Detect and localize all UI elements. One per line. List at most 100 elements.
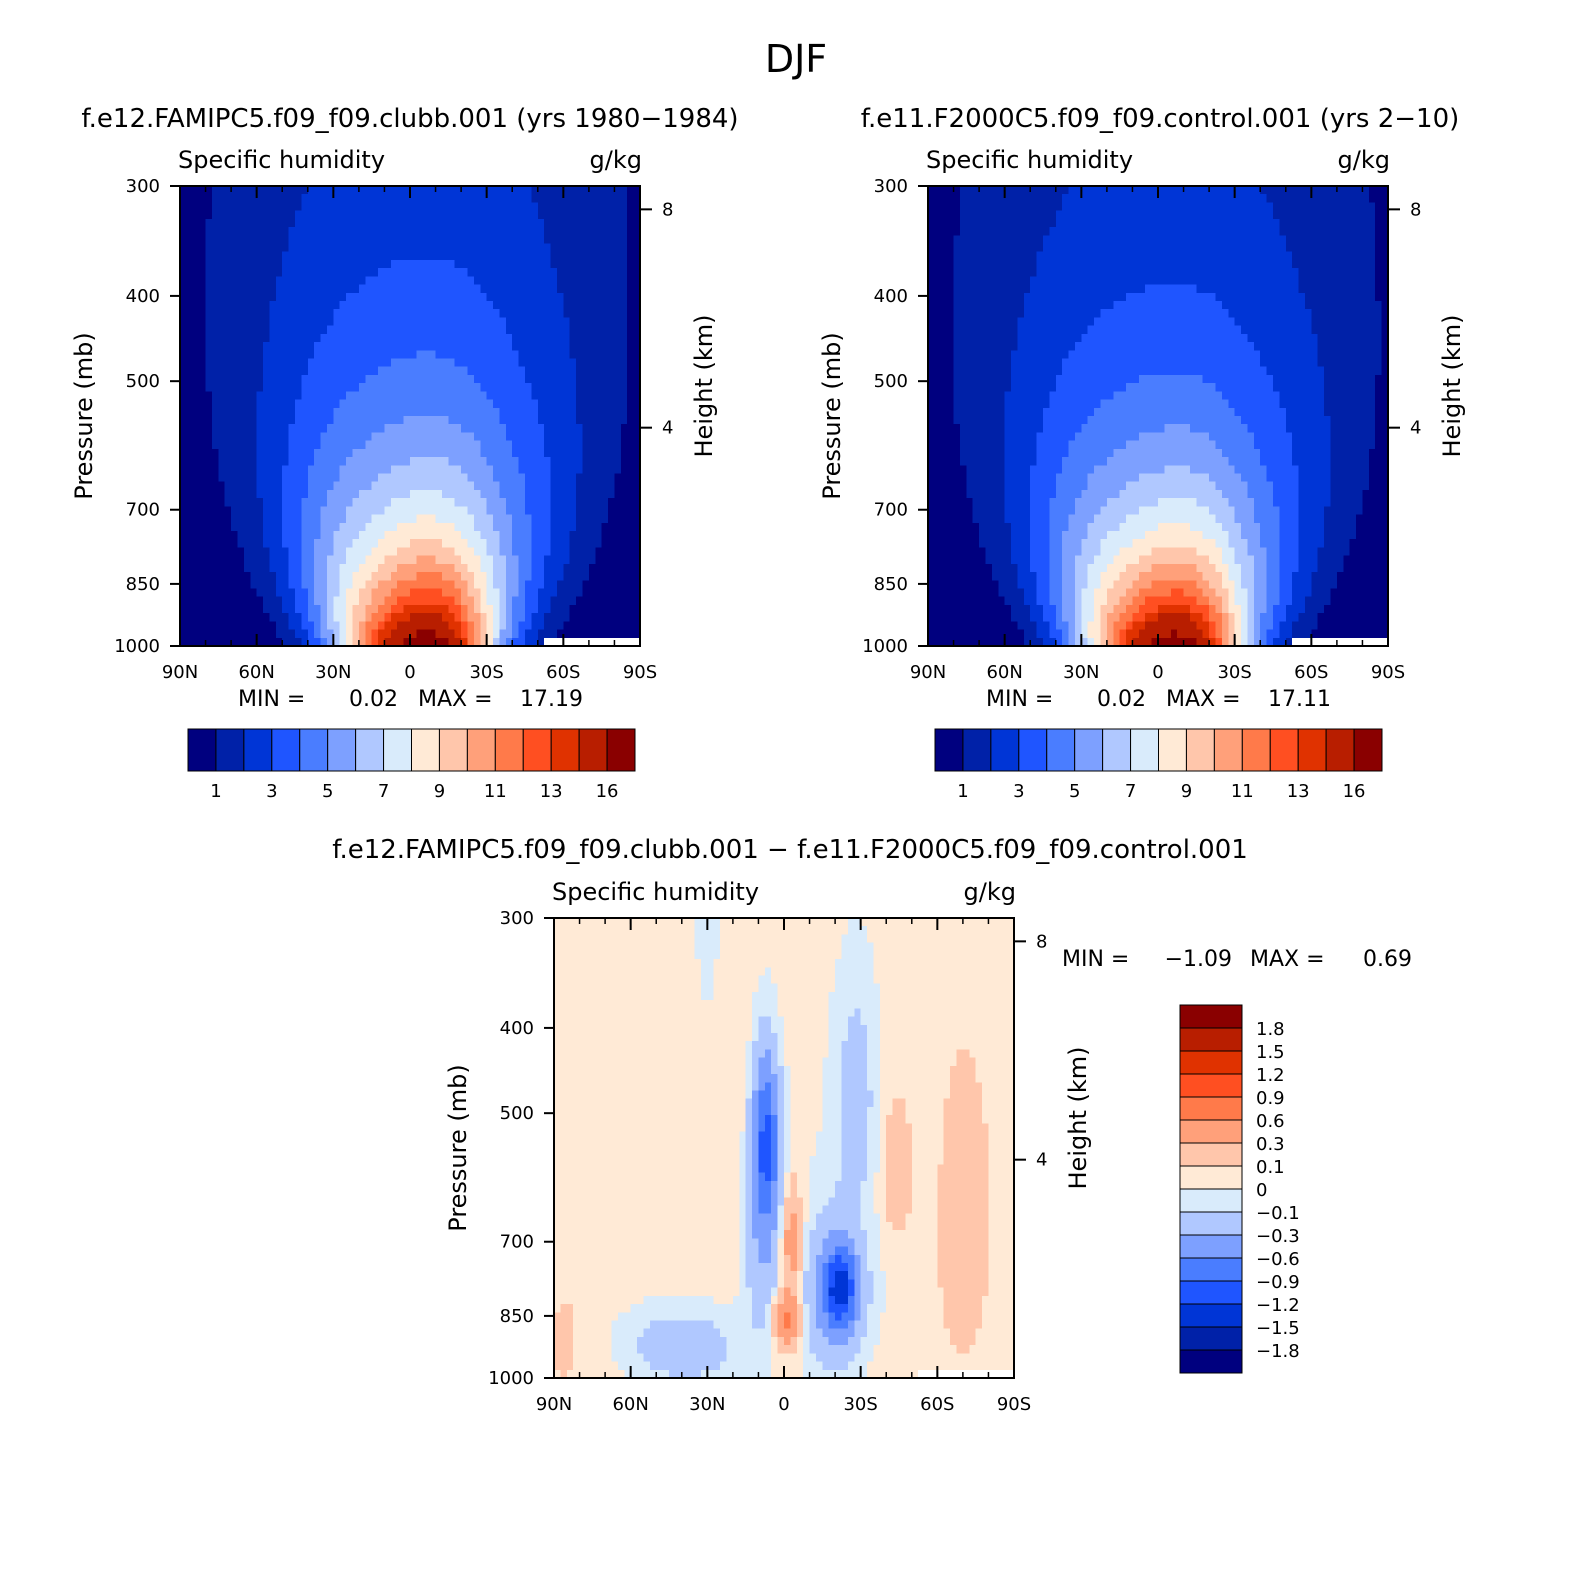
field-cell bbox=[186, 317, 194, 327]
field-cell bbox=[326, 522, 334, 532]
field-cell bbox=[275, 342, 283, 351]
field-cell bbox=[403, 506, 411, 516]
field-cell bbox=[1177, 218, 1185, 228]
field-cell bbox=[569, 424, 577, 434]
field-cell bbox=[480, 243, 488, 253]
field-cell bbox=[550, 333, 558, 343]
field-cell bbox=[371, 407, 379, 417]
field-cell bbox=[263, 580, 271, 590]
field-cell bbox=[441, 186, 449, 195]
field-cell bbox=[512, 259, 520, 269]
field-cell bbox=[486, 268, 494, 277]
field-cell bbox=[461, 588, 469, 598]
field-cell bbox=[346, 383, 354, 392]
field-cell bbox=[384, 580, 392, 590]
field-cell bbox=[243, 572, 251, 581]
field-cell bbox=[263, 531, 271, 540]
field-cell bbox=[1241, 251, 1249, 261]
field-cell bbox=[243, 399, 251, 409]
field-cell bbox=[263, 235, 271, 245]
field-cell bbox=[953, 259, 961, 269]
field-cell bbox=[473, 572, 481, 581]
field-cell bbox=[237, 292, 245, 302]
field-cell bbox=[186, 374, 194, 384]
field-cell bbox=[1074, 202, 1082, 212]
field-cell bbox=[595, 407, 603, 417]
field-cell bbox=[454, 227, 462, 236]
field-cell bbox=[518, 374, 526, 384]
field-cell bbox=[422, 227, 430, 236]
field-cell bbox=[633, 457, 641, 466]
field-cell bbox=[499, 284, 507, 294]
field-cell bbox=[1164, 251, 1172, 261]
field-cell bbox=[205, 563, 213, 573]
field-cell bbox=[633, 555, 641, 565]
field-cell bbox=[1177, 186, 1185, 195]
field-cell bbox=[269, 342, 277, 351]
field-cell bbox=[301, 276, 309, 286]
field-cell bbox=[346, 448, 354, 458]
field-cell bbox=[608, 596, 616, 606]
field-cell bbox=[595, 243, 603, 253]
field-cell bbox=[307, 391, 315, 401]
field-cell bbox=[269, 374, 277, 384]
field-cell bbox=[940, 268, 948, 277]
field-cell bbox=[275, 333, 283, 343]
field-cell bbox=[358, 506, 366, 516]
field-cell bbox=[295, 342, 302, 351]
field-cell bbox=[633, 333, 641, 343]
field-cell bbox=[563, 514, 571, 524]
field-cell bbox=[237, 604, 245, 614]
field-cell bbox=[934, 218, 942, 228]
x-tick-label: 60N bbox=[238, 662, 274, 683]
field-cell bbox=[205, 621, 213, 631]
field-cell bbox=[544, 416, 552, 425]
field-cell bbox=[1279, 268, 1287, 277]
field-cell bbox=[467, 317, 475, 327]
field-cell bbox=[346, 218, 354, 228]
field-cell bbox=[275, 432, 283, 442]
field-cell bbox=[525, 399, 532, 409]
field-cell bbox=[192, 342, 200, 351]
field-cell bbox=[544, 284, 552, 294]
field-cell bbox=[512, 333, 520, 343]
field-cell bbox=[588, 637, 596, 647]
field-cell bbox=[371, 301, 379, 310]
field-cell bbox=[314, 555, 322, 565]
field-cell bbox=[441, 637, 449, 647]
field-cell bbox=[1011, 276, 1019, 286]
field-cell bbox=[595, 383, 603, 392]
field-cell bbox=[576, 194, 584, 204]
field-cell bbox=[269, 563, 277, 573]
field-cell bbox=[288, 358, 296, 368]
field-cell bbox=[205, 383, 213, 392]
field-cell bbox=[410, 621, 417, 631]
field-cell bbox=[627, 268, 635, 277]
field-cell bbox=[505, 391, 513, 401]
field-cell bbox=[1228, 235, 1236, 245]
field-cell bbox=[1158, 268, 1165, 277]
field-cell bbox=[441, 588, 449, 598]
field-cell bbox=[263, 391, 271, 401]
field-cell bbox=[454, 186, 462, 195]
field-cell bbox=[218, 621, 226, 631]
field-cell bbox=[180, 637, 187, 647]
field-cell bbox=[371, 284, 379, 294]
field-cell bbox=[441, 284, 449, 294]
field-cell bbox=[448, 555, 456, 565]
field-cell bbox=[180, 563, 187, 573]
field-cell bbox=[601, 399, 609, 409]
field-cell bbox=[1011, 194, 1019, 204]
field-cell bbox=[1253, 251, 1261, 261]
field-cell bbox=[467, 637, 475, 647]
field-cell bbox=[480, 555, 488, 565]
field-cell bbox=[1298, 227, 1306, 236]
field-cell bbox=[243, 210, 251, 220]
field-cell bbox=[1209, 210, 1217, 220]
field-cell bbox=[384, 259, 392, 269]
field-cell bbox=[282, 399, 290, 409]
field-cell bbox=[397, 465, 405, 475]
field-cell bbox=[346, 407, 354, 417]
field-cell bbox=[269, 522, 277, 532]
field-cell bbox=[473, 514, 481, 524]
